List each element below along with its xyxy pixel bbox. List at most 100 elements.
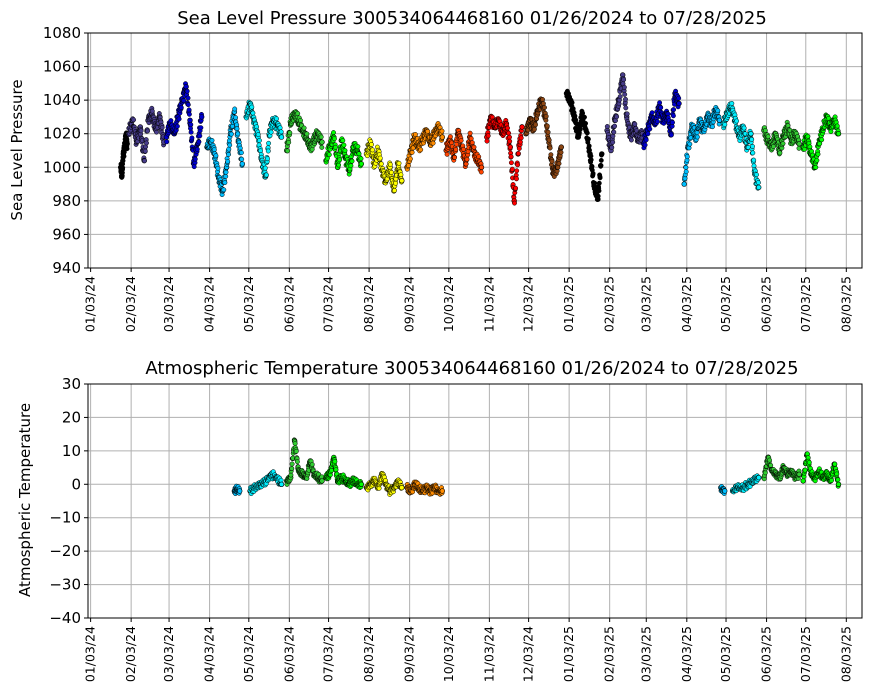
series <box>117 130 130 180</box>
data-point <box>658 105 664 111</box>
data-point <box>582 114 587 120</box>
x-tick-label: 06/03/24 <box>281 626 296 682</box>
data-point <box>548 152 554 158</box>
data-point <box>388 169 394 175</box>
data-point <box>285 148 291 154</box>
y-tick-label: 1060 <box>43 58 81 76</box>
data-point <box>531 126 537 132</box>
data-point <box>194 146 200 152</box>
data-point <box>749 137 755 142</box>
data-point <box>598 162 604 168</box>
data-point <box>227 142 233 148</box>
data-point <box>540 101 546 106</box>
data-point <box>309 461 315 467</box>
data-point <box>654 119 660 124</box>
data-point <box>399 178 405 184</box>
data-point <box>558 144 564 150</box>
atmospheric-temperature-title: Atmospheric Temperature 300534064468160 … <box>145 358 798 379</box>
data-point <box>349 158 355 164</box>
data-point <box>178 105 184 111</box>
data-point <box>187 117 193 124</box>
data-point <box>624 111 630 117</box>
data-point <box>234 126 240 132</box>
data-point <box>142 158 147 164</box>
data-point <box>223 173 229 179</box>
data-point <box>806 459 812 465</box>
data-point <box>468 136 474 142</box>
data-point <box>762 128 768 133</box>
x-tick-label: 02/03/24 <box>123 626 138 682</box>
x-tick-label: 04/03/24 <box>202 626 217 682</box>
data-point <box>319 144 325 150</box>
data-point <box>558 149 564 155</box>
data-point <box>120 165 126 171</box>
series <box>204 106 246 198</box>
data-point <box>507 134 512 140</box>
data-point <box>515 162 521 168</box>
x-tick-label: 05/03/25 <box>718 276 733 332</box>
y-tick-label: 940 <box>52 259 81 277</box>
data-point <box>225 159 231 165</box>
data-point <box>447 134 453 140</box>
data-point <box>453 147 459 152</box>
series <box>404 121 445 172</box>
data-point <box>676 100 682 107</box>
data-point <box>430 140 436 146</box>
data-point <box>780 141 786 146</box>
data-point <box>294 459 300 465</box>
data-point <box>546 137 552 143</box>
data-point <box>647 126 653 132</box>
y-tick-label: 980 <box>52 192 81 210</box>
data-point <box>255 132 261 138</box>
data-point <box>221 187 227 193</box>
x-tick-label: 02/03/24 <box>123 276 138 332</box>
atmospheric-temperature-axes: 01/03/24 02/03/24 03/03/24 04/03/24 05/03/24… <box>49 375 863 682</box>
data-point <box>250 110 256 116</box>
data-point <box>621 84 627 90</box>
data-point <box>722 122 728 128</box>
x-tick-label: 03/03/24 <box>161 276 176 332</box>
data-point <box>622 91 628 97</box>
data-point <box>396 160 402 166</box>
data-point <box>298 117 303 123</box>
data-point <box>215 165 221 171</box>
data-point <box>355 144 361 150</box>
data-point <box>232 106 238 112</box>
data-point <box>835 477 841 483</box>
data-point <box>623 105 629 111</box>
data-point <box>592 180 598 186</box>
data-point <box>815 151 821 157</box>
data-point <box>239 156 245 162</box>
data-point <box>516 146 522 151</box>
data-point <box>517 139 523 145</box>
data-point <box>484 138 490 144</box>
data-point <box>164 139 170 145</box>
data-point <box>183 83 189 90</box>
data-point <box>767 457 772 463</box>
series <box>323 130 364 177</box>
data-point <box>513 185 519 191</box>
data-point <box>649 110 655 116</box>
data-point <box>684 154 690 160</box>
data-point <box>750 150 756 156</box>
data-point <box>802 467 808 473</box>
data-point <box>835 481 842 487</box>
series <box>231 483 243 497</box>
series <box>761 119 802 157</box>
data-point <box>645 131 651 137</box>
data-point <box>670 113 676 119</box>
data-point <box>461 146 467 152</box>
data-point <box>393 180 399 186</box>
y-tick-label: 1080 <box>43 24 81 42</box>
data-point <box>326 152 332 158</box>
x-tick-label: 02/03/25 <box>602 276 617 332</box>
sea-level-pressure-y-label: Sea Level Pressure <box>8 79 26 220</box>
data-point <box>369 142 374 147</box>
data-point <box>595 193 601 199</box>
data-point <box>265 156 270 162</box>
data-point <box>813 164 819 170</box>
data-point <box>145 128 151 134</box>
data-point <box>188 129 194 135</box>
data-point <box>545 129 551 135</box>
